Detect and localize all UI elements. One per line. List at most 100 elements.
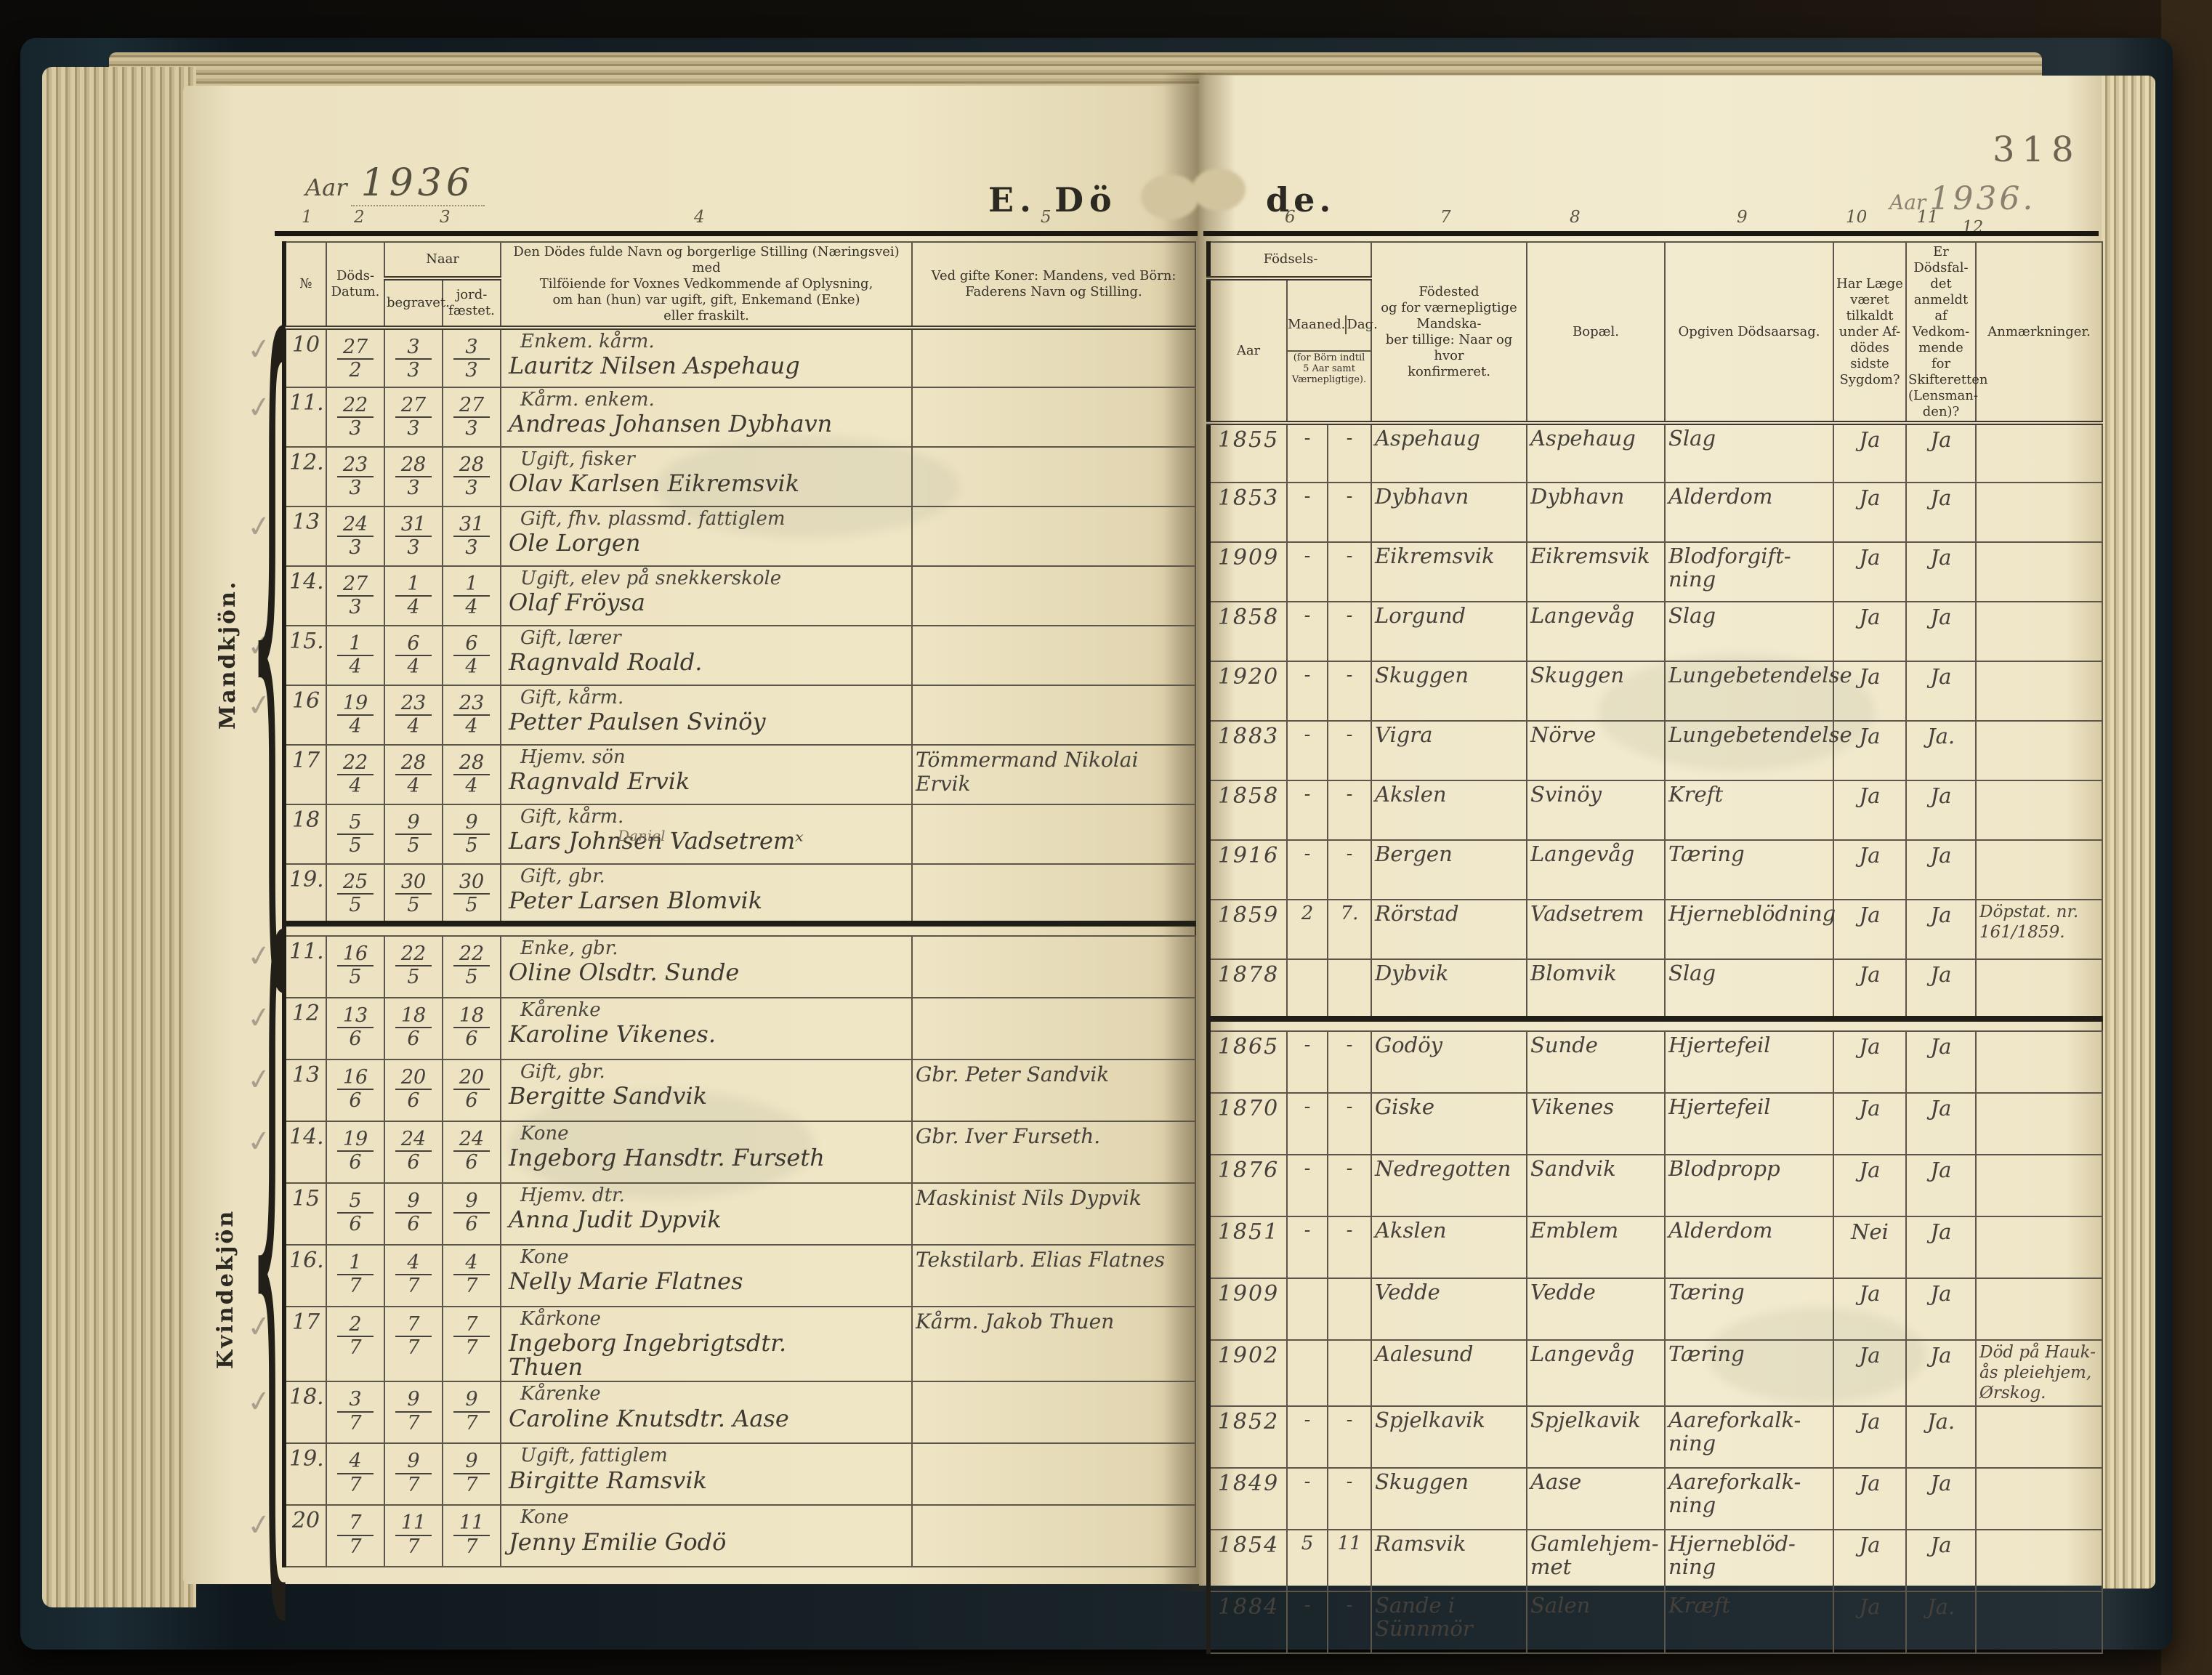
civil-status-line: Kårenke bbox=[520, 998, 601, 1021]
header-when: Naar bbox=[383, 241, 502, 280]
birthplace-cell: Akslen bbox=[1371, 1216, 1528, 1280]
register-row-right: 1916- - Bergen Langevåg Tæring Ja Ja bbox=[1208, 839, 2104, 901]
reported-cell: Ja bbox=[1905, 541, 1977, 603]
row-number: 19. bbox=[289, 866, 324, 892]
birthplace-cell: Sande i Sünnmör bbox=[1371, 1591, 1528, 1655]
name-cell: Gift, kårm. Petter Paulsen Svinöy bbox=[500, 684, 913, 746]
row-number-cell: ✓ 11. bbox=[245, 386, 327, 448]
date-day: 9 bbox=[395, 1389, 432, 1413]
column-number: 11 bbox=[1917, 208, 1939, 227]
father-or-husband-cell bbox=[911, 386, 1197, 448]
civil-status-line: Kone bbox=[520, 1506, 569, 1529]
column-number: 8 bbox=[1570, 208, 1581, 227]
section-separator bbox=[284, 920, 1196, 936]
deceased-name: Ragnvald Ervik bbox=[509, 767, 690, 796]
dod-date-cell: 22 3 bbox=[326, 386, 385, 448]
civil-status-line: Gift, kårm. bbox=[520, 805, 624, 828]
date-day: 23 bbox=[395, 693, 432, 717]
page-number: 318 bbox=[1993, 129, 2081, 170]
birthplace-cell: Eikremsvik bbox=[1371, 541, 1528, 603]
residence-cell: Spjelkavik bbox=[1526, 1405, 1666, 1469]
civil-status-line: Hjemv. sön bbox=[520, 746, 626, 768]
birth-day-cell: 7. bbox=[1326, 899, 1373, 961]
header-day: Dag. bbox=[1347, 317, 1378, 333]
row-number-cell: ✓ 13 bbox=[245, 1058, 327, 1122]
deceased-name: Ingeborg Hansdtr. Furseth bbox=[509, 1144, 825, 1172]
date-day: 19 bbox=[337, 1129, 374, 1153]
deceased-name: Anna Judit Dypvik bbox=[509, 1206, 722, 1234]
doctor-called-cell: Ja bbox=[1833, 1591, 1908, 1655]
register-row-right: 1851- - Akslen Emblem Alderdom Nei Ja bbox=[1208, 1216, 2104, 1280]
header-residence: Bopæl. bbox=[1526, 241, 1666, 426]
reported-cell: Ja bbox=[1905, 601, 1977, 663]
date-month: 4 bbox=[465, 715, 478, 738]
civil-status-line: Kone bbox=[520, 1246, 569, 1268]
birth-year-cell: 1876 bbox=[1208, 1154, 1288, 1218]
column-number: 6 bbox=[1285, 208, 1296, 227]
birth-year-cell: 1865 bbox=[1208, 1030, 1288, 1094]
date-month: 7 bbox=[407, 1336, 420, 1360]
beg-date-cell: 31 3 bbox=[384, 505, 443, 567]
row-number-cell: 19. bbox=[283, 1442, 327, 1506]
date-day: 22 bbox=[395, 943, 432, 967]
doctor-called-cell: Ja bbox=[1833, 780, 1908, 841]
date-day: 30 bbox=[395, 871, 432, 895]
dod-date-cell: 25 5 bbox=[326, 863, 385, 924]
register-row-left: 15 5 6 9 6 9 6 Hjemv. dtr. Anna Judit Dypvik Mask… bbox=[283, 1182, 1197, 1246]
register-row-left: 19. 25 5 30 5 30 5 Gift, gbr. Peter Larsen Blomv… bbox=[283, 863, 1197, 924]
date-month: 7 bbox=[349, 1473, 362, 1496]
row-number-cell: ✓ 12 bbox=[245, 996, 327, 1060]
jor-date-cell: 28 3 bbox=[441, 445, 502, 507]
residence-cell: Nörve bbox=[1526, 720, 1666, 782]
date-day: 4 bbox=[453, 1252, 490, 1276]
date-day: 22 bbox=[337, 395, 374, 419]
date-day: 9 bbox=[453, 1190, 490, 1214]
row-number: 16. bbox=[289, 1247, 324, 1273]
doctor-called-cell: Ja bbox=[1833, 1278, 1908, 1341]
date-day: 6 bbox=[453, 633, 490, 657]
beg-date-cell: 18 6 bbox=[384, 996, 443, 1060]
register-row-right: 1909- - Eikremsvik Eikremsvik Blodforgift- n… bbox=[1208, 541, 2104, 603]
cause-of-death-cell: Hjertefeil bbox=[1664, 1030, 1835, 1094]
deceased-name: Birgitte Ramsvik bbox=[509, 1466, 707, 1494]
birth-month-cell: - bbox=[1286, 1092, 1328, 1156]
date-fraction: 11 7 bbox=[453, 1512, 490, 1557]
column-number: 7 bbox=[1440, 208, 1451, 227]
birth-year-cell: 1878 bbox=[1208, 958, 1288, 1020]
date-day: 24 bbox=[337, 514, 374, 538]
date-month: 7 bbox=[407, 1535, 420, 1558]
birthplace-cell: Vedde bbox=[1371, 1278, 1528, 1341]
doctor-called-cell: Ja bbox=[1833, 1092, 1908, 1156]
register-row-left: ✓ 18. 3 7 9 7 9 7 Kårenke Caroline Knutsdtr. Aase bbox=[245, 1381, 1197, 1445]
row-number: 15 bbox=[291, 1185, 320, 1211]
date-month: 5 bbox=[349, 834, 362, 857]
birth-year-cell: 1858 bbox=[1208, 780, 1288, 841]
deceased-name: Jenny Emilie Godö bbox=[509, 1527, 727, 1556]
deceased-name: Lars Johnsen Vadsetremˣ bbox=[509, 827, 804, 855]
beg-date-cell: 27 3 bbox=[384, 386, 443, 448]
birth-month-cell: - bbox=[1286, 839, 1328, 901]
remarks-cell bbox=[1975, 422, 2104, 484]
deceased-name: Ragnvald Roald. bbox=[509, 648, 703, 677]
section-label-male: Mandkjön. bbox=[215, 579, 241, 730]
name-cell: Kone Ingeborg Hansdtr. Furseth bbox=[500, 1120, 913, 1184]
jor-date-cell: 18 6 bbox=[441, 996, 502, 1060]
register-row-left: ✓ 11. 16 5 22 5 22 5 Enke, gbr. Oline Olsdtr. Sun… bbox=[245, 935, 1197, 998]
date-fraction: 27 3 bbox=[453, 395, 490, 440]
date-day: 3 bbox=[337, 1389, 374, 1413]
row-number: 12 bbox=[291, 1000, 320, 1026]
register-row-left: 16. 1 7 4 7 4 7 Kone Nelly Marie Flatnes Tekstila… bbox=[283, 1243, 1197, 1307]
reported-cell: Ja bbox=[1905, 780, 1977, 841]
father-or-husband-cell: Gbr. Peter Sandvik bbox=[911, 1058, 1197, 1122]
date-month: 6 bbox=[465, 1028, 478, 1051]
deceased-name: Andreas Johansen Dybhavn bbox=[509, 410, 833, 438]
date-fraction: 31 3 bbox=[453, 514, 490, 559]
date-month: 3 bbox=[465, 417, 478, 440]
remarks-cell bbox=[1975, 1405, 2104, 1469]
section-title-right-part: de. bbox=[1266, 180, 1336, 219]
remarks-cell bbox=[1975, 1092, 2104, 1156]
